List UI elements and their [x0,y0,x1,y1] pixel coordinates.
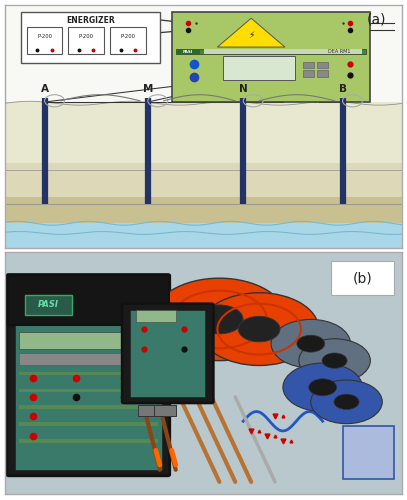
Bar [19,388,158,392]
Bar [19,354,158,366]
Circle shape [283,363,362,412]
Text: ENERGIZER: ENERGIZER [66,16,115,25]
Bar [5,162,402,204]
Bar [154,406,176,416]
Text: P-200: P-200 [37,34,52,38]
Text: M: M [143,84,153,94]
Text: (a): (a) [367,12,386,26]
Text: P-200: P-200 [120,34,136,38]
Bar [223,56,295,80]
Bar [15,286,162,470]
Bar [204,49,362,54]
Circle shape [271,320,350,368]
Text: N: N [239,84,247,94]
Bar [317,70,328,77]
Bar [330,261,394,295]
Bar [5,196,402,228]
Circle shape [238,316,280,342]
Text: DEA RM1: DEA RM1 [328,50,350,54]
Bar [19,440,158,443]
FancyBboxPatch shape [7,274,170,476]
Bar [176,49,366,54]
Bar [5,223,402,248]
Bar [303,62,314,68]
Bar [19,422,158,426]
Circle shape [334,394,359,409]
Bar [136,310,176,322]
Circle shape [311,380,382,424]
Bar [19,332,158,348]
Circle shape [196,305,243,334]
Bar [5,102,402,170]
Bar [27,27,63,54]
Text: PASI: PASI [182,50,193,54]
FancyBboxPatch shape [122,304,213,403]
FancyBboxPatch shape [8,275,169,325]
Text: (b): (b) [352,271,372,285]
Circle shape [297,335,325,352]
Bar [130,310,206,397]
Bar [303,70,314,77]
Bar [68,27,104,54]
Circle shape [299,339,370,382]
Circle shape [152,278,287,360]
Circle shape [199,292,319,366]
Text: ⚡: ⚡ [248,32,254,40]
Text: P-200: P-200 [79,34,94,38]
Bar [19,372,158,375]
Bar [176,49,199,54]
Bar [317,62,328,68]
Circle shape [322,353,347,368]
Bar [138,406,160,416]
Circle shape [309,379,337,396]
Bar [25,295,72,314]
Bar [21,12,160,63]
Bar [19,292,55,305]
Bar [343,426,394,480]
Bar [172,12,370,102]
Bar [110,27,146,54]
Text: B: B [339,84,346,94]
Text: PASI: PASI [27,294,46,304]
Text: PASI: PASI [38,300,59,310]
Polygon shape [217,18,285,47]
Text: A: A [41,84,48,94]
Bar [19,406,158,409]
